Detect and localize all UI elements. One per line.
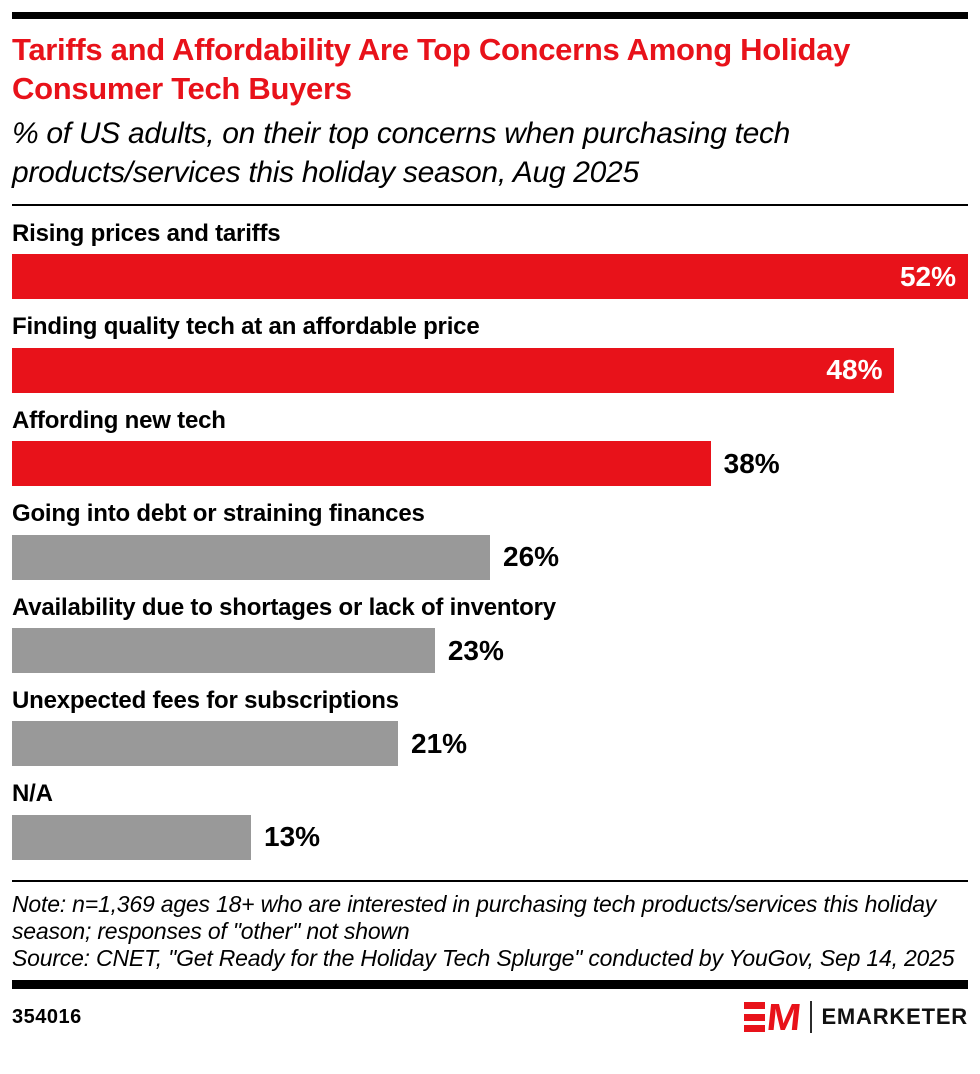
value-label: 13% — [264, 821, 321, 853]
value-label: 21% — [411, 727, 468, 759]
category-label: Going into debt or straining finances — [12, 500, 425, 528]
chart-title: Tariffs and Affordability Are Top Concer… — [12, 32, 851, 107]
bar — [12, 721, 399, 767]
bar-track: 48% — [12, 347, 968, 393]
bar — [12, 814, 251, 860]
bar-row: Going into debt or straining finances 26% — [12, 500, 968, 580]
bar — [12, 534, 490, 580]
logo-divider — [810, 1001, 813, 1034]
footnote-divider — [12, 879, 968, 882]
logo-m-icon: M — [765, 996, 804, 1039]
logo-e-icon — [744, 1002, 766, 1033]
source-text: Source: CNET, "Get Ready for the Holiday… — [12, 945, 955, 972]
bar-track: 23% — [12, 628, 968, 674]
bar-row: Unexpected fees for subscriptions 21% — [12, 687, 968, 767]
value-label: 52% — [899, 260, 956, 292]
bar-track: 38% — [12, 441, 968, 487]
top-accent-bar — [12, 12, 968, 19]
note-text: Note: n=1,369 ages 18+ who are intereste… — [12, 890, 937, 944]
bar-track: 26% — [12, 534, 968, 580]
bar-track: 21% — [12, 721, 968, 767]
category-label: Affording new tech — [12, 406, 226, 434]
bar — [12, 441, 711, 487]
value-label: 26% — [503, 541, 560, 573]
chart-card: Tariffs and Affordability Are Top Concer… — [0, 12, 980, 1039]
value-label: 48% — [826, 354, 883, 386]
bar: 52% — [12, 254, 968, 300]
bar-row: Availability due to shortages or lack of… — [12, 593, 968, 674]
category-label: Finding quality tech at an affordable pr… — [12, 313, 480, 341]
bar-chart: Rising prices and tariffs 52% Finding qual… — [12, 220, 968, 860]
footnote: Note: n=1,369 ages 18+ who are intereste… — [12, 891, 968, 972]
chart-id: 354016 — [12, 1005, 82, 1028]
emarketer-logo: M EMARKETER — [744, 996, 968, 1039]
emarketer-logo-mark: M — [744, 996, 804, 1039]
value-label: 38% — [723, 447, 780, 479]
category-label: N/A — [12, 780, 53, 808]
category-label: Rising prices and tariffs — [12, 220, 281, 248]
bar-row: N/A 13% — [12, 780, 968, 860]
bar-track: 52% — [12, 254, 968, 300]
footer: 354016 M EMARKETER — [12, 996, 968, 1039]
bar — [12, 628, 435, 674]
bar-row: Affording new tech 38% — [12, 406, 968, 487]
value-label: 23% — [447, 634, 504, 666]
bar-track: 13% — [12, 814, 968, 860]
brand-name: EMARKETER — [821, 1004, 968, 1030]
category-label: Availability due to shortages or lack of… — [12, 593, 556, 621]
bar-row: Finding quality tech at an affordable pr… — [12, 313, 968, 393]
bar: 48% — [12, 347, 895, 393]
bar-row: Rising prices and tariffs 52% — [12, 220, 968, 300]
bottom-accent-bar — [12, 980, 968, 990]
chart-subtitle: % of US adults, on their top concerns wh… — [12, 117, 791, 190]
header-divider — [12, 204, 968, 207]
category-label: Unexpected fees for subscriptions — [12, 687, 399, 715]
